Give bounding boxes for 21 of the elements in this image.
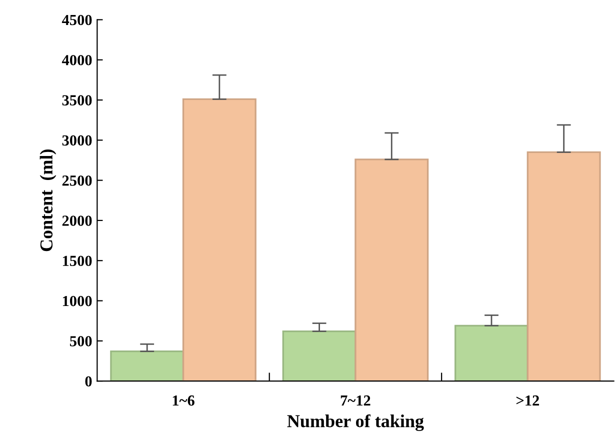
- bar: [282, 330, 356, 382]
- y-tick-label: 4000: [62, 55, 92, 66]
- y-tick-label: 1500: [62, 256, 92, 266]
- y-axis-title: Content (ml): [40, 150, 56, 252]
- y-tick-label: 0: [85, 376, 92, 387]
- bar: [182, 98, 256, 382]
- y-tick-label: 1000: [62, 296, 92, 306]
- y-tick-label: 3500: [62, 95, 92, 106]
- x-tick-label: 7~12: [340, 395, 370, 406]
- y-tick-label: 4500: [62, 14, 92, 26]
- y-tick-label: 500: [70, 336, 92, 346]
- x-axis-title: Number of taking: [287, 414, 424, 432]
- bar: [354, 158, 429, 382]
- y-tick-label: 3000: [62, 135, 92, 146]
- bar: [110, 350, 184, 382]
- y-tick-label: 2000: [62, 216, 92, 226]
- x-tick-label: >12: [516, 395, 540, 406]
- bar: [454, 324, 529, 382]
- bar: [526, 151, 601, 382]
- y-tick-label: 2500: [62, 175, 92, 186]
- x-tick-label: 1~6: [172, 395, 194, 406]
